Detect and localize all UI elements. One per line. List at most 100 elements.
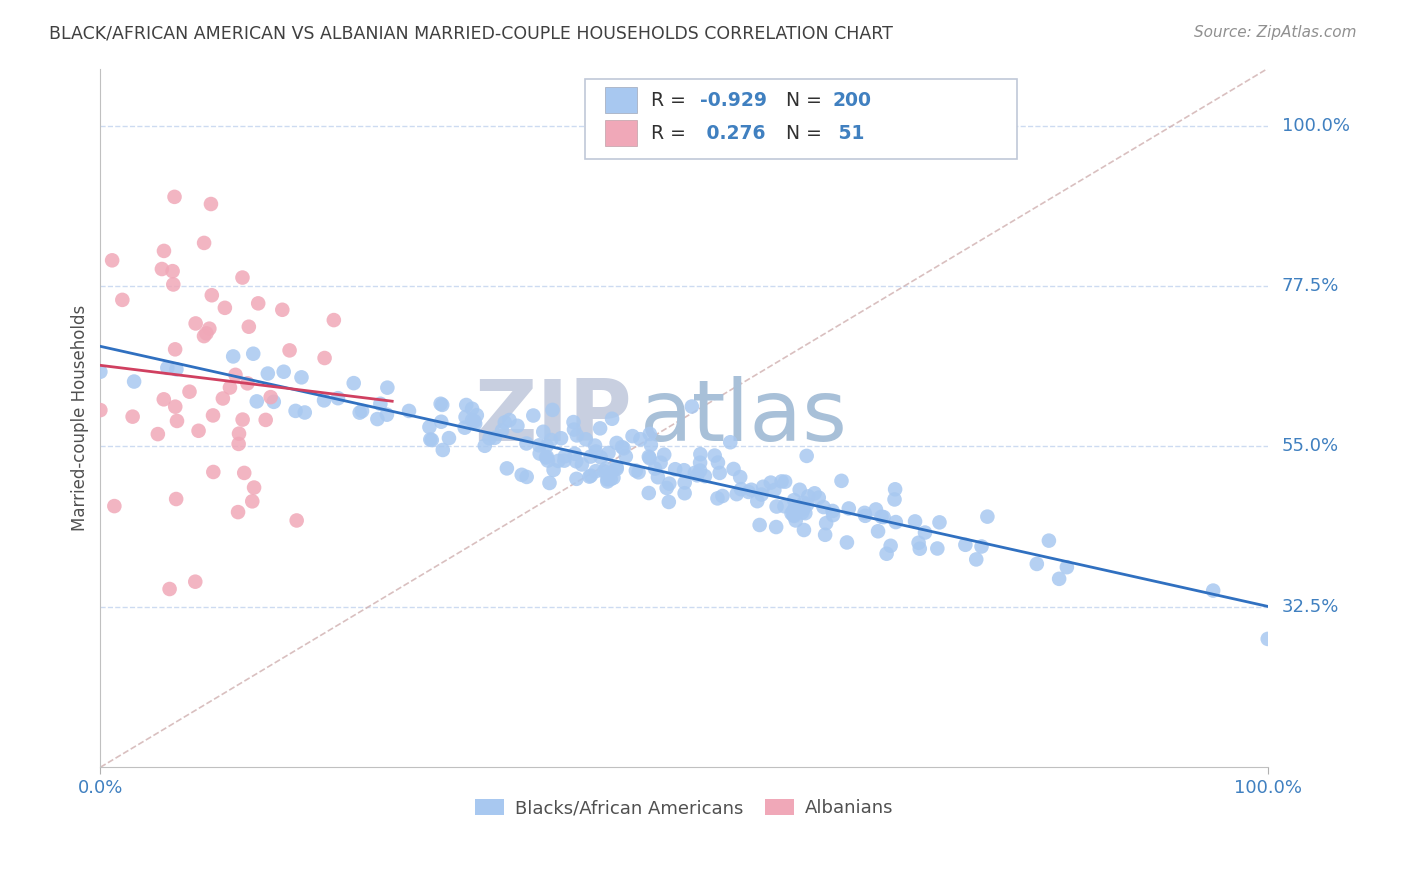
Point	[650, 456, 672, 470]
Point	[247, 296, 270, 310]
Point	[1038, 533, 1060, 548]
Point	[122, 375, 145, 389]
Point	[259, 390, 281, 404]
Point	[322, 313, 344, 327]
Point	[437, 431, 460, 445]
Point	[228, 437, 250, 451]
Text: 100.0%: 100.0%	[1282, 117, 1350, 135]
Point	[585, 444, 607, 458]
Point	[484, 431, 506, 445]
Point	[815, 516, 838, 530]
Text: 51: 51	[832, 124, 865, 143]
Point	[792, 502, 814, 516]
Point	[543, 463, 565, 477]
Point	[759, 475, 782, 490]
Point	[606, 460, 628, 475]
Point	[638, 451, 661, 466]
Point	[637, 450, 659, 464]
Point	[494, 416, 516, 430]
Point	[162, 277, 184, 292]
Point	[1202, 583, 1225, 598]
Point	[159, 582, 181, 596]
Point	[562, 423, 585, 437]
Point	[706, 491, 728, 506]
Point	[763, 483, 786, 497]
Point	[711, 489, 734, 503]
Point	[121, 409, 143, 424]
Point	[506, 418, 529, 433]
Point	[326, 391, 349, 405]
Point	[165, 362, 187, 376]
Point	[610, 440, 633, 454]
Point	[461, 413, 484, 427]
Text: atlas: atlas	[640, 376, 848, 459]
Point	[454, 420, 477, 434]
Point	[640, 438, 662, 452]
Point	[613, 442, 636, 456]
Point	[285, 513, 308, 527]
Point	[547, 454, 569, 468]
Point	[796, 449, 818, 463]
Point	[562, 415, 585, 429]
FancyBboxPatch shape	[605, 87, 637, 113]
Point	[146, 427, 169, 442]
Point	[531, 425, 554, 439]
Point	[565, 454, 588, 468]
Point	[565, 472, 588, 486]
Point	[853, 508, 876, 523]
Text: R =: R =	[651, 124, 692, 143]
Point	[515, 436, 537, 450]
Point	[907, 535, 929, 549]
Point	[550, 431, 572, 445]
Point	[598, 446, 620, 460]
Point	[627, 465, 650, 479]
Point	[224, 368, 246, 382]
Point	[464, 417, 486, 431]
Point	[496, 461, 519, 475]
Point	[256, 367, 278, 381]
Text: R =: R =	[651, 90, 692, 110]
Point	[465, 408, 488, 422]
Point	[1025, 557, 1047, 571]
Point	[673, 475, 696, 490]
Point	[314, 351, 336, 365]
Point	[233, 466, 256, 480]
Point	[606, 462, 628, 476]
Point	[294, 405, 316, 419]
Point	[202, 409, 225, 423]
Point	[589, 450, 612, 465]
Point	[89, 403, 111, 417]
Point	[271, 302, 294, 317]
Point	[782, 503, 804, 517]
Point	[290, 370, 312, 384]
Point	[793, 496, 815, 510]
Point	[718, 435, 741, 450]
Point	[876, 547, 898, 561]
Point	[541, 403, 564, 417]
Point	[730, 482, 752, 496]
Point	[970, 540, 993, 554]
Point	[312, 393, 335, 408]
Point	[579, 450, 602, 464]
Text: BLACK/AFRICAN AMERICAN VS ALBANIAN MARRIED-COUPLE HOUSEHOLDS CORRELATION CHART: BLACK/AFRICAN AMERICAN VS ALBANIAN MARRI…	[49, 25, 893, 43]
Point	[103, 499, 125, 513]
Point	[596, 472, 619, 486]
Text: N =: N =	[786, 124, 828, 143]
Point	[773, 475, 796, 489]
Point	[723, 462, 745, 476]
Point	[879, 539, 901, 553]
Point	[814, 528, 837, 542]
Point	[236, 376, 259, 391]
Point	[554, 449, 576, 463]
Point	[703, 449, 725, 463]
Point	[454, 409, 477, 424]
Point	[212, 392, 235, 406]
Point	[111, 293, 134, 307]
Point	[529, 438, 551, 452]
Point	[600, 466, 623, 480]
Point	[184, 317, 207, 331]
Point	[596, 475, 619, 489]
Point	[228, 426, 250, 441]
Point	[240, 494, 263, 508]
Point	[219, 380, 242, 394]
